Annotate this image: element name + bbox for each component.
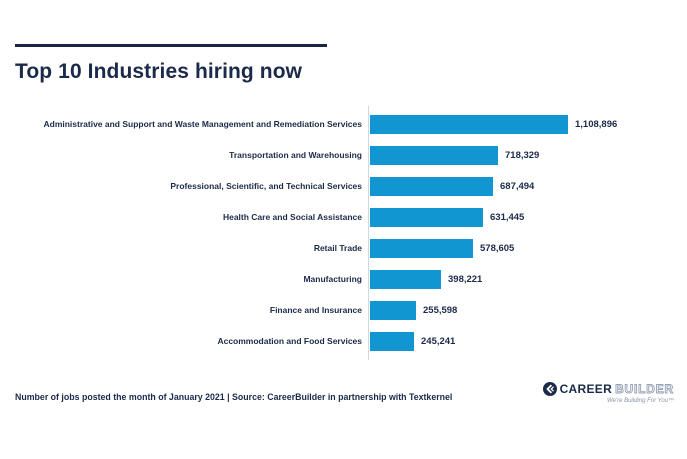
value-label: 631,445 [490,212,525,223]
chart-row: Finance and Insurance 255,598 [0,295,687,326]
bar [370,301,416,320]
chart-row: Administrative and Support and Waste Man… [0,109,687,140]
page-title: Top 10 Industries hiring now [15,60,303,83]
careerbuilder-icon [542,382,557,396]
bar-area: 578,605 [370,239,514,258]
careerbuilder-logo: CAREER BUILDER We're Building For You™ [542,382,674,404]
value-label: 687,494 [500,181,535,192]
bar [370,239,473,258]
chart-row: Manufacturing 398,221 [0,264,687,295]
logo-text-career: CAREER [559,382,613,396]
category-label: Administrative and Support and Waste Man… [43,118,362,129]
value-label: 255,598 [423,305,458,316]
value-label: 1,108,896 [575,119,618,130]
header: Top 10 Industries hiring now [0,0,687,84]
category-label: Accommodation and Food Services [217,335,362,346]
bar-area: 245,241 [370,332,455,351]
value-label: 398,221 [448,274,483,285]
chart-row: Professional, Scientific, and Technical … [0,171,687,202]
bar-area: 1,108,896 [370,115,617,134]
chart-row: Retail Trade 578,605 [0,233,687,264]
source-note: Number of jobs posted the month of Janua… [15,392,453,402]
bar [370,208,483,227]
chart-row: Health Care and Social Assistance 631,445 [0,202,687,233]
value-label: 245,241 [421,336,456,347]
bar [370,270,441,289]
bar-area: 255,598 [370,301,457,320]
axis-line [368,106,369,360]
bar-chart: Administrative and Support and Waste Man… [0,106,687,360]
title-rule [15,44,327,47]
value-label: 578,605 [480,243,515,254]
category-label: Professional, Scientific, and Technical … [170,180,362,191]
logo-text-builder: BUILDER [615,382,674,397]
logo-line: CAREER BUILDER [542,382,674,397]
category-label: Manufacturing [303,273,362,284]
category-label: Transportation and Warehousing [229,149,362,160]
chart-row: Transportation and Warehousing 718,329 [0,140,687,171]
chart-rows: Administrative and Support and Waste Man… [0,109,687,357]
chart-row: Accommodation and Food Services 245,241 [0,326,687,357]
category-label: Finance and Insurance [269,304,362,315]
bar [370,146,498,165]
bar-area: 687,494 [370,177,534,196]
logo-tagline: We're Building For You™ [607,398,674,404]
bar [370,177,493,196]
bar-area: 718,329 [370,146,539,165]
bar [370,332,414,351]
category-label: Health Care and Social Assistance [222,211,362,222]
bar-area: 631,445 [370,208,524,227]
value-label: 718,329 [505,150,540,161]
category-label: Retail Trade [313,242,362,253]
bar [370,115,568,134]
bar-area: 398,221 [370,270,482,289]
